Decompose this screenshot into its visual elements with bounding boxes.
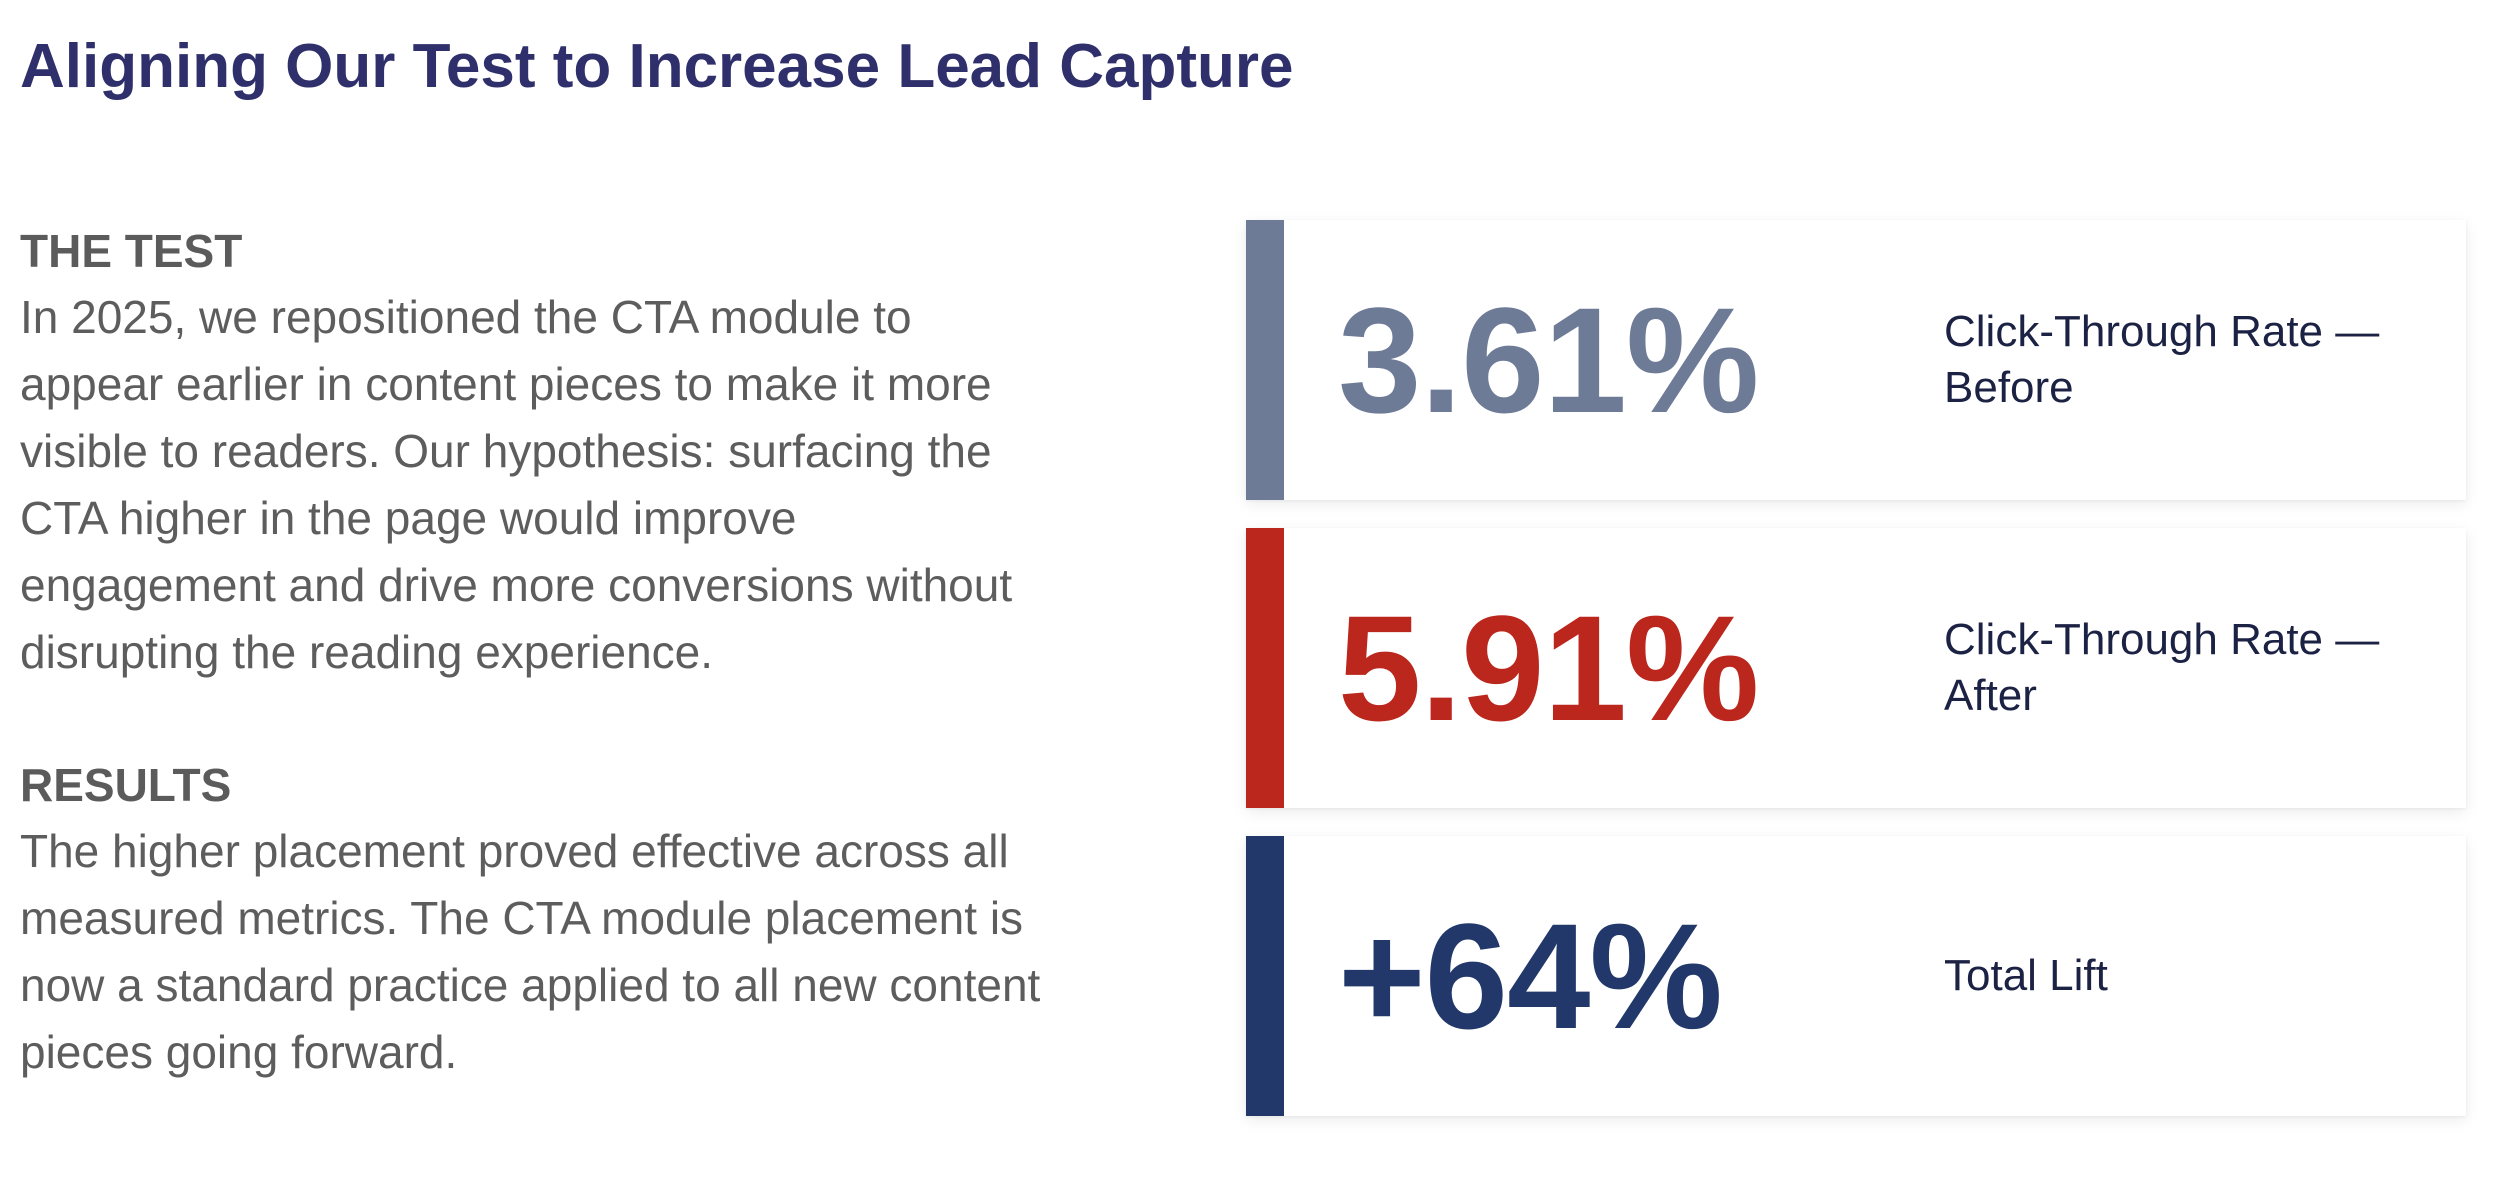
stat-card-total-lift: +64% Total Lift (1246, 836, 2466, 1116)
stat-value: 3.61% (1338, 276, 1759, 444)
stat-value: 5.91% (1338, 584, 1759, 752)
stat-card-ctr-after: 5.91% Click-Through Rate — After (1246, 528, 2466, 808)
results-body: The higher placement proved effective ac… (20, 825, 1041, 1078)
test-body: In 2025, we repositioned the CTA module … (20, 291, 1013, 678)
stat-label: Click-Through Rate — Before (1944, 307, 2380, 412)
results-section: RESULTS The higher placement proved effe… (20, 752, 1060, 1086)
test-heading: THE TEST (20, 225, 243, 277)
accent-bar (1246, 836, 1284, 1116)
description-column: THE TEST In 2025, we repositioned the CT… (20, 218, 1060, 1086)
accent-bar (1246, 220, 1284, 500)
stat-label: Click-Through Rate — After (1944, 615, 2380, 720)
page-title: Aligning Our Test to Increase Lead Captu… (20, 32, 1294, 101)
stat-value: +64% (1338, 892, 1723, 1060)
results-heading: RESULTS (20, 759, 232, 811)
accent-bar (1246, 528, 1284, 808)
stat-card-ctr-before: 3.61% Click-Through Rate — Before (1246, 220, 2466, 500)
stat-label: Total Lift (1944, 951, 2108, 1000)
test-section: THE TEST In 2025, we repositioned the CT… (20, 218, 1060, 686)
